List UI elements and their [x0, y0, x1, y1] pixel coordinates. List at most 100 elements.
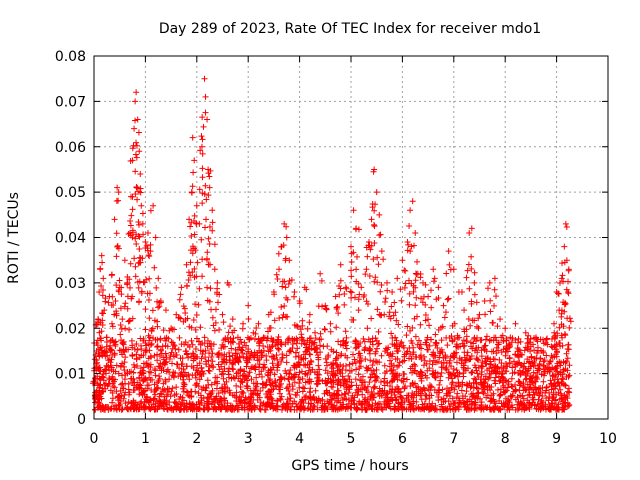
- data-point: [332, 395, 339, 402]
- data-point: [555, 290, 562, 297]
- data-point: [397, 286, 404, 293]
- data-point: [237, 367, 244, 374]
- data-point: [159, 386, 166, 393]
- data-point: [157, 390, 164, 397]
- data-point: [452, 405, 459, 412]
- data-point: [132, 117, 139, 124]
- data-point: [505, 378, 512, 385]
- data-point: [378, 405, 385, 412]
- data-point: [515, 398, 522, 405]
- data-point: [192, 247, 199, 254]
- data-point: [563, 374, 570, 381]
- data-point: [341, 340, 348, 347]
- data-point: [155, 304, 162, 311]
- data-point: [296, 369, 303, 376]
- data-point: [405, 241, 412, 248]
- data-point: [129, 145, 136, 152]
- data-point: [384, 394, 391, 401]
- data-point: [333, 399, 340, 406]
- data-point: [419, 405, 426, 412]
- data-point: [165, 335, 172, 342]
- data-point: [198, 133, 205, 140]
- data-point: [431, 275, 438, 282]
- data-point: [416, 337, 423, 344]
- data-point: [139, 210, 146, 217]
- data-point: [147, 342, 154, 349]
- data-point: [271, 317, 278, 324]
- data-point: [434, 358, 441, 365]
- data-point: [300, 361, 307, 368]
- y-tick-label: 0.08: [55, 49, 86, 65]
- data-point: [199, 165, 206, 172]
- data-point: [226, 349, 233, 356]
- data-point: [519, 351, 526, 358]
- data-point: [399, 399, 406, 406]
- data-point: [374, 254, 381, 261]
- data-point: [334, 353, 341, 360]
- data-point: [191, 406, 198, 413]
- data-point: [138, 290, 145, 296]
- data-point: [520, 364, 527, 371]
- data-point: [474, 356, 481, 363]
- data-point: [276, 386, 283, 393]
- data-point: [135, 219, 142, 226]
- data-point: [276, 315, 283, 322]
- data-point: [534, 344, 541, 351]
- data-point: [277, 395, 284, 402]
- data-point: [180, 365, 187, 372]
- data-point: [348, 273, 355, 280]
- data-point: [470, 379, 477, 386]
- data-point: [406, 222, 413, 229]
- data-point: [334, 381, 341, 388]
- data-point: [498, 373, 505, 380]
- data-point: [397, 340, 404, 347]
- y-tick-label: 0.02: [55, 321, 86, 337]
- data-point: [167, 352, 174, 359]
- data-point: [109, 395, 116, 402]
- data-point: [376, 211, 383, 218]
- data-point: [525, 367, 532, 374]
- data-point: [520, 402, 527, 409]
- data-point: [409, 400, 416, 407]
- data-point: [209, 207, 216, 214]
- data-point: [419, 299, 426, 306]
- data-point: [426, 342, 433, 349]
- data-point: [193, 380, 200, 387]
- data-point: [246, 400, 253, 407]
- data-point: [405, 277, 412, 284]
- data-point: [376, 232, 383, 239]
- data-point: [125, 346, 132, 353]
- data-point: [238, 388, 245, 395]
- data-point: [254, 392, 261, 399]
- data-point: [209, 364, 216, 371]
- data-point: [500, 337, 507, 344]
- data-point: [411, 368, 418, 375]
- data-point: [151, 386, 158, 393]
- data-point: [243, 382, 250, 389]
- data-point: [112, 297, 119, 304]
- data-point: [293, 349, 300, 356]
- data-point: [508, 393, 515, 400]
- data-point: [384, 389, 391, 396]
- data-point: [218, 363, 225, 370]
- data-point: [142, 340, 149, 347]
- data-point: [487, 395, 494, 402]
- data-point: [504, 398, 511, 405]
- data-point: [114, 184, 121, 191]
- data-point: [105, 363, 112, 370]
- data-point: [262, 364, 269, 371]
- data-point: [339, 403, 346, 410]
- data-point: [375, 261, 382, 268]
- data-point: [355, 296, 362, 303]
- data-point: [399, 404, 406, 411]
- data-point: [114, 393, 121, 400]
- data-point: [554, 405, 561, 412]
- data-point: [105, 406, 112, 413]
- data-point: [111, 339, 118, 346]
- data-point: [298, 340, 305, 347]
- data-point: [359, 406, 366, 413]
- data-point: [370, 367, 377, 374]
- data-point: [141, 399, 148, 406]
- data-point: [367, 374, 374, 381]
- data-point: [134, 184, 141, 191]
